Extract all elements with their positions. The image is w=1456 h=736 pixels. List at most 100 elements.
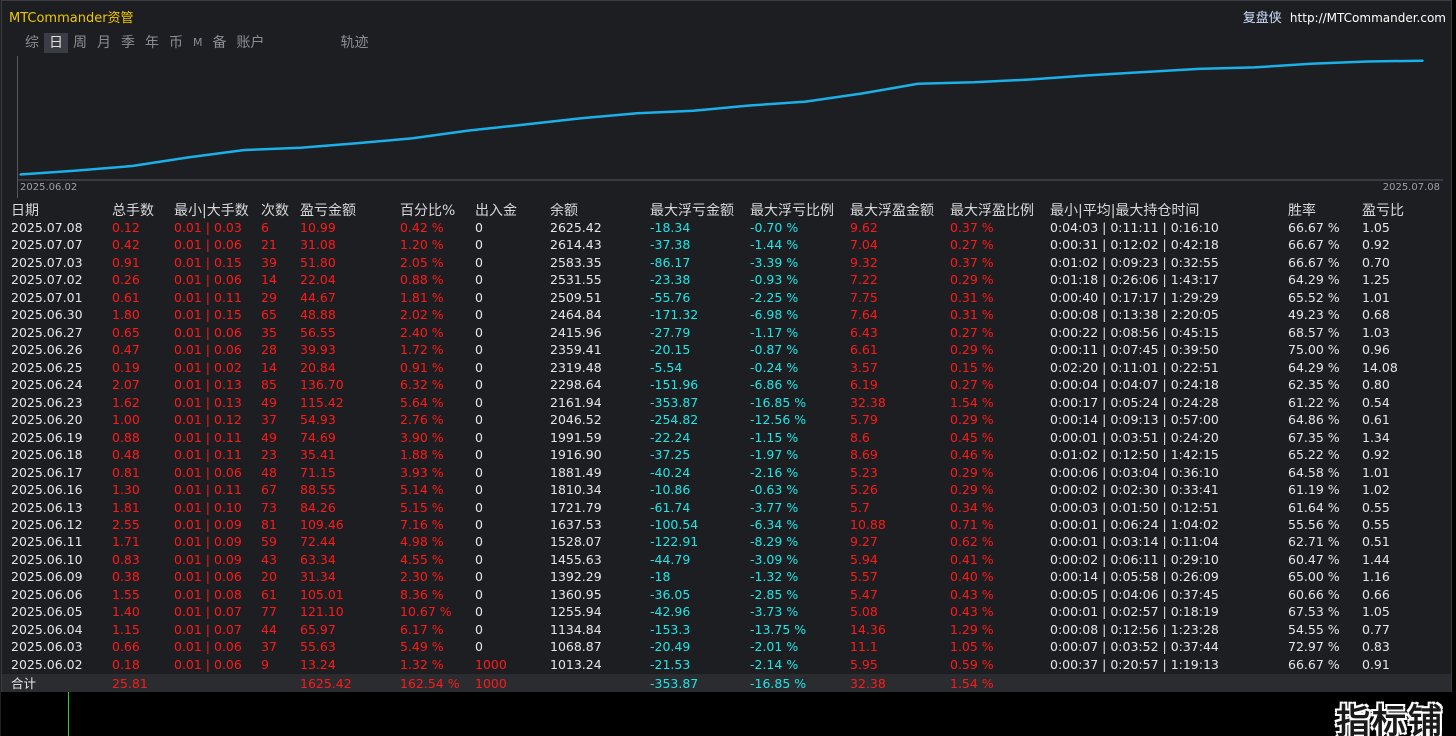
table-row[interactable]: 2025.06.19 0.88 0.01 | 0.11 49 74.69 3.90 % 0 1… [2, 429, 1451, 446]
cell-min-max-lots: 0.01 | 0.06 [174, 464, 242, 480]
header-percent[interactable]: 百分比% [400, 203, 456, 219]
tab-9[interactable]: 账户 [236, 35, 265, 51]
cell-hold-time: 0:00:03 | 0:01:50 | 0:12:51 [1050, 499, 1219, 515]
tab-3[interactable]: 月 [97, 35, 111, 51]
table-row[interactable]: 2025.06.30 1.80 0.01 | 0.15 65 48.88 2.02 % 0 2… [2, 306, 1451, 323]
table-row[interactable]: 2025.06.03 0.66 0.01 | 0.06 37 55.63 5.49 % 0 1… [2, 638, 1451, 655]
header-date[interactable]: 日期 [11, 203, 39, 219]
table-row[interactable]: 2025.07.03 0.91 0.01 | 0.15 39 51.80 2.05 % 0 2… [2, 254, 1451, 271]
cell-profit: 109.46 [300, 516, 344, 532]
equity-point [1366, 60, 1368, 63]
cell-percent: 5.15 % [400, 499, 444, 515]
header-balance[interactable]: 余额 [550, 203, 578, 219]
cell-max-float-profit-pct: 0.27 % [950, 377, 994, 393]
cell-hold-time: 0:00:01 | 0:03:14 | 0:11:04 [1050, 534, 1219, 550]
brand-url-link[interactable]: http://MTCommander.com [1289, 11, 1446, 25]
cell-hold-time: 0:00:06 | 0:03:04 | 0:36:10 [1050, 464, 1219, 480]
cell-max-float-profit: 5.47 [850, 586, 878, 602]
header-profit-ratio[interactable]: 盈亏比 [1362, 203, 1404, 219]
table-row[interactable]: 2025.06.11 1.71 0.01 | 0.09 59 72.44 4.98 % 0 1… [2, 533, 1451, 550]
tab-8[interactable]: 备 [212, 35, 227, 51]
cell-deposit: 0 [475, 272, 483, 288]
cell-total-lots: 1.80 [112, 307, 140, 323]
cell-profit-ratio: 0.70 [1362, 254, 1390, 270]
table-row[interactable]: 2025.06.13 1.81 0.01 | 0.10 73 84.26 5.15 % 0 1… [2, 499, 1451, 516]
table-row[interactable]: 2025.06.10 0.83 0.01 | 0.09 43 63.34 4.55 % 0 1… [2, 551, 1451, 568]
cell-date: 2025.07.08 [11, 220, 83, 235]
header-deposit[interactable]: 出入金 [475, 203, 517, 219]
cell-deposit: 0 [475, 639, 483, 655]
cell-hold-time: 0:00:37 | 0:20:57 | 1:19:13 [1050, 656, 1219, 672]
header-max-float-loss[interactable]: 最大浮亏金额 [650, 203, 734, 219]
cell-profit-ratio: 0.54 [1362, 394, 1390, 410]
equity-point [636, 112, 639, 114]
cell-profit: 48.88 [300, 307, 336, 323]
cell-count: 49 [261, 394, 277, 410]
tab-4[interactable]: 季 [121, 35, 135, 51]
cell-max-float-loss-pct: -1.15 % [750, 429, 799, 445]
table-row[interactable]: 2025.06.20 1.00 0.01 | 0.12 37 54.93 2.76 % 0 2… [2, 411, 1451, 428]
table-row[interactable]: 2025.06.23 1.62 0.01 | 0.13 49 115.42 5.64 % 0… [2, 394, 1451, 411]
cell-hold-time: 0:00:07 | 0:03:52 | 0:37:44 [1050, 639, 1219, 655]
tab-7[interactable]: M [193, 36, 203, 49]
cell-max-float-profit-pct: 0.29 % [950, 272, 994, 288]
totals-profit: 1625.42 [300, 676, 352, 691]
header-max-float-profit[interactable]: 最大浮盈金额 [850, 203, 934, 219]
table-row[interactable]: 2025.07.08 0.12 0.01 | 0.03 6 10.99 0.42 % 0 26… [2, 219, 1451, 236]
cell-deposit: 0 [475, 516, 483, 532]
table-row[interactable]: 2025.07.01 0.61 0.01 | 0.11 29 44.67 1.81 % 0 2… [2, 289, 1451, 306]
header-profit[interactable]: 盈亏金额 [300, 203, 356, 219]
cell-percent: 2.05 % [400, 254, 444, 270]
table-row[interactable]: 2025.06.27 0.65 0.01 | 0.06 35 56.55 2.40 % 0 2… [2, 324, 1451, 341]
table-row[interactable]: 2025.06.02 0.18 0.01 | 0.06 9 13.24 1.32 % 100… [2, 656, 1451, 673]
cell-percent: 5.14 % [400, 482, 444, 498]
header-count[interactable]: 次数 [261, 203, 289, 219]
cell-balance: 1255.94 [550, 604, 602, 620]
cell-win-rate: 64.29 % [1288, 359, 1340, 375]
tab-1[interactable]: 日 [44, 33, 68, 53]
header-win-rate[interactable]: 胜率 [1288, 203, 1316, 219]
table-row[interactable]: 2025.06.17 0.81 0.01 | 0.06 48 71.15 3.93 % 0 1… [2, 464, 1451, 481]
cell-min-max-lots: 0.01 | 0.06 [174, 324, 242, 340]
cell-win-rate: 66.67 % [1288, 237, 1340, 253]
cell-max-float-profit: 9.32 [850, 254, 878, 270]
table-row[interactable]: 2025.06.05 1.40 0.01 | 0.07 77 121.10 10.67 %… [2, 603, 1451, 620]
tab-5[interactable]: 年 [145, 35, 159, 51]
tab-2[interactable]: 周 [73, 35, 87, 51]
cell-count: 85 [261, 377, 277, 393]
cell-win-rate: 61.22 % [1288, 394, 1340, 410]
header-total-lots[interactable]: 总手数 [112, 203, 154, 219]
equity-point [861, 92, 863, 95]
cell-total-lots: 0.18 [112, 656, 140, 672]
header-max-float-loss-pct[interactable]: 最大浮亏比例 [750, 203, 834, 219]
header-max-float-profit-pct[interactable]: 最大浮盈比例 [950, 203, 1034, 219]
cell-balance: 2359.41 [550, 342, 602, 358]
cell-min-max-lots: 0.01 | 0.09 [174, 551, 242, 567]
tab-6[interactable]: 币 [169, 35, 183, 51]
cell-profit: 35.41 [300, 447, 336, 463]
table-row[interactable]: 2025.06.16 1.30 0.01 | 0.11 67 88.55 5.14 % 0 1… [2, 481, 1451, 498]
table-row[interactable]: 2025.06.24 2.07 0.01 | 0.13 85 136.70 6.32 % 0… [2, 376, 1451, 393]
cell-min-max-lots: 0.01 | 0.06 [174, 237, 242, 253]
cell-win-rate: 62.35 % [1288, 377, 1340, 393]
header-hold-time[interactable]: 最小|平均|最大持仓时间 [1050, 203, 1200, 219]
cell-total-lots: 0.65 [112, 324, 140, 340]
cell-balance: 1721.79 [550, 499, 602, 515]
cell-max-float-profit-pct: 1.05 % [950, 639, 994, 655]
table-row[interactable]: 2025.06.25 0.19 0.01 | 0.02 14 20.84 0.91 % 0 2… [2, 359, 1451, 376]
table-row[interactable]: 2025.06.04 1.15 0.01 | 0.07 44 65.97 6.17 % 0 1… [2, 621, 1451, 638]
table-row[interactable]: 2025.06.09 0.38 0.01 | 0.06 20 31.34 2.30 % 0 1… [2, 568, 1451, 585]
table-row[interactable]: 2025.07.07 0.42 0.01 | 0.06 21 31.08 1.20 % 0 2… [2, 236, 1451, 253]
table-row[interactable]: 2025.06.18 0.48 0.01 | 0.11 23 35.41 1.88 % 0 1… [2, 446, 1451, 463]
cell-max-float-profit-pct: 0.46 % [950, 447, 994, 463]
table-row[interactable]: 2025.06.26 0.47 0.01 | 0.06 28 39.93 1.72 % 0 2… [2, 341, 1451, 358]
cell-max-float-loss: -37.25 [650, 447, 691, 463]
table-row[interactable]: 2025.07.02 0.26 0.01 | 0.06 14 22.04 0.88 % 0 2… [2, 271, 1451, 288]
cell-hold-time: 0:00:31 | 0:12:02 | 0:42:18 [1050, 237, 1219, 253]
tab-0[interactable]: 综 [25, 35, 39, 51]
table-row[interactable]: 2025.06.12 2.55 0.01 | 0.09 81 109.46 7.16 % 0… [2, 516, 1451, 533]
header-min-max-lots[interactable]: 最小|大手数 [174, 203, 249, 219]
table-row[interactable]: 2025.06.06 1.55 0.01 | 0.08 61 105.01 8.36 % 0… [2, 586, 1451, 603]
cell-max-float-loss: -36.05 [650, 586, 691, 602]
tab-10[interactable]: 轨迹 [340, 35, 369, 51]
